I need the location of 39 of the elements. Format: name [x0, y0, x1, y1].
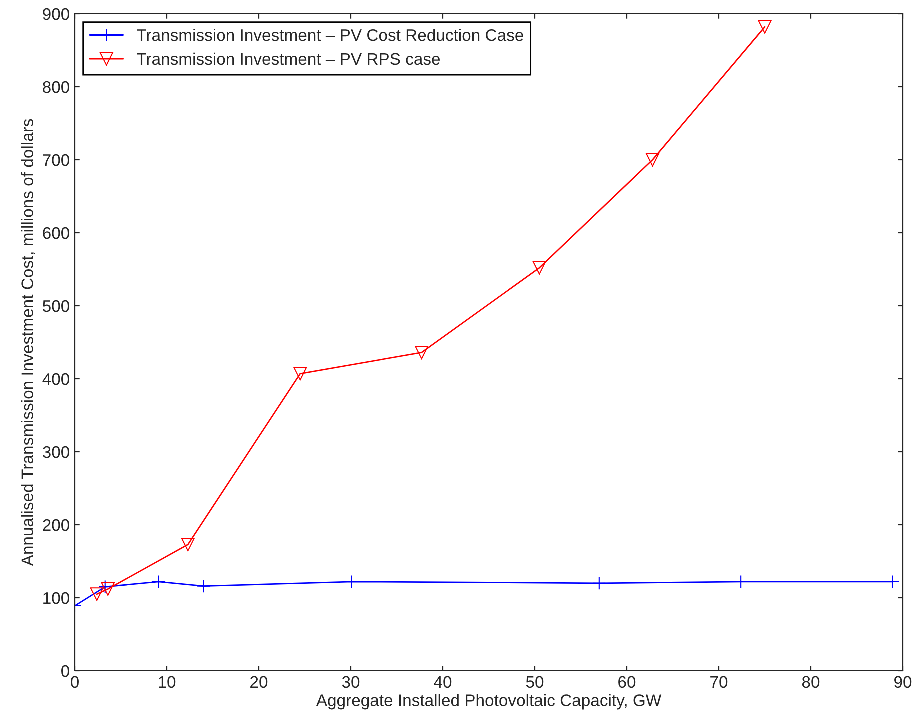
point	[415, 346, 429, 360]
x-tick-label: 80	[802, 676, 820, 688]
point	[345, 575, 359, 589]
x-tick-label: 20	[250, 676, 268, 688]
point	[181, 538, 195, 552]
y-tick-label: 900	[43, 8, 70, 20]
x-tick-label: 50	[526, 676, 544, 688]
point	[152, 575, 166, 589]
y-tick-label: 400	[42, 373, 70, 386]
x-tick-label: 70	[710, 676, 728, 688]
x-tick-label: 10	[159, 676, 176, 688]
x-tick-label: 40	[434, 676, 452, 688]
point	[294, 367, 308, 381]
point	[592, 576, 606, 590]
point	[886, 575, 900, 589]
y-tick-label: 500	[43, 300, 70, 312]
legend-label: Transmission Investment – PV Cost Reduction Case	[137, 29, 524, 42]
y-tick-label: 800	[43, 81, 70, 94]
point	[532, 261, 546, 275]
x-tick-label: 30	[342, 676, 360, 688]
x-tick-label: 60	[618, 676, 636, 688]
point	[101, 582, 115, 596]
x-axis-title: Aggregate Installed Photovoltaic Capacity, GW	[316, 694, 662, 710]
y-tick-label: 700	[43, 154, 70, 166]
point	[90, 588, 104, 602]
y-tick-label: 600	[43, 227, 70, 240]
y-tick-label: 0	[62, 665, 70, 678]
y-tick-label: 300	[42, 446, 70, 458]
point	[758, 20, 772, 34]
point	[734, 575, 748, 589]
point	[98, 580, 112, 594]
y-tick-label: 200	[43, 519, 70, 532]
y-axis-title: Annualised Transmission Investment Cost, millions of dollars	[21, 119, 36, 566]
legend-label: Transmission Investment – PV RPS case	[137, 52, 440, 66]
y-tick-label: 100	[44, 592, 70, 604]
x-tick-label: 90	[894, 676, 912, 688]
point	[197, 580, 211, 594]
point	[646, 153, 660, 167]
x-tick-label: 0	[71, 676, 79, 688]
